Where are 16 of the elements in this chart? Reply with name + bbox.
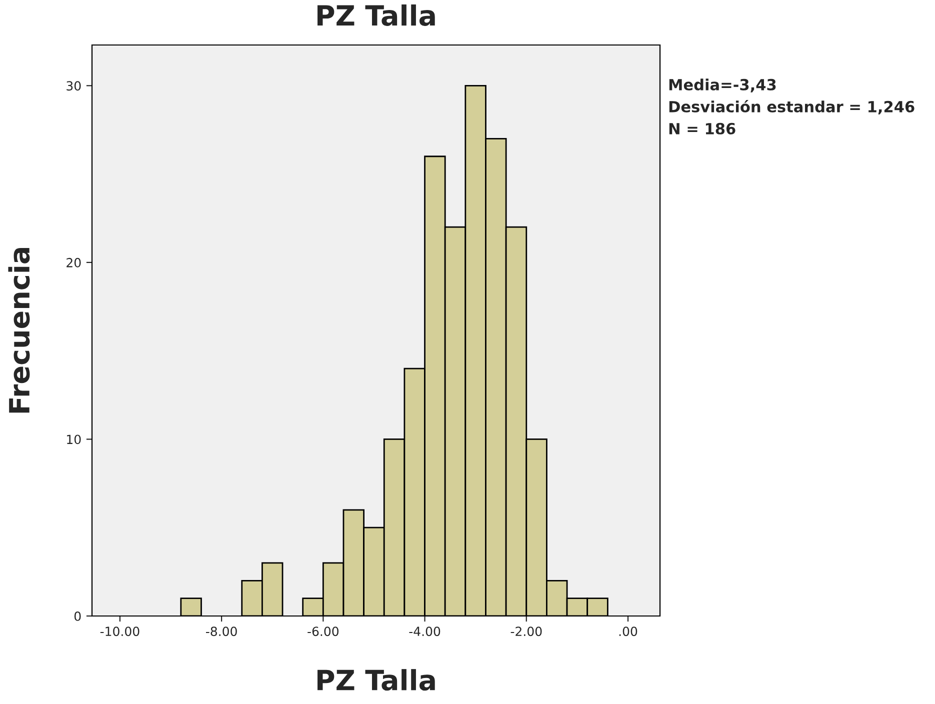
- text: Desviación estandar = 1,246: [669, 100, 914, 114]
- y-tick-label: 30: [66, 81, 81, 91]
- x-tick-label: -10.00: [100, 626, 140, 636]
- x-tick-label: .00: [619, 626, 638, 636]
- x-tick-label: -4.00: [409, 626, 440, 636]
- y-axis-title: Frecuencia: [8, 248, 30, 413]
- y-tick-label: 0: [74, 611, 81, 621]
- x-tick-label: -2.00: [510, 626, 542, 636]
- text: Media=-3,43: [669, 78, 776, 92]
- x-axis-title: PZ Talla: [318, 669, 435, 691]
- text: N = 186: [669, 122, 736, 134]
- chart-title: PZ Talla: [318, 4, 435, 26]
- x-tick-label: -6.00: [308, 626, 339, 636]
- x-tick-label: -8.00: [206, 626, 237, 636]
- y-tick-label: 20: [66, 258, 81, 268]
- y-tick-label: 10: [67, 434, 81, 444]
